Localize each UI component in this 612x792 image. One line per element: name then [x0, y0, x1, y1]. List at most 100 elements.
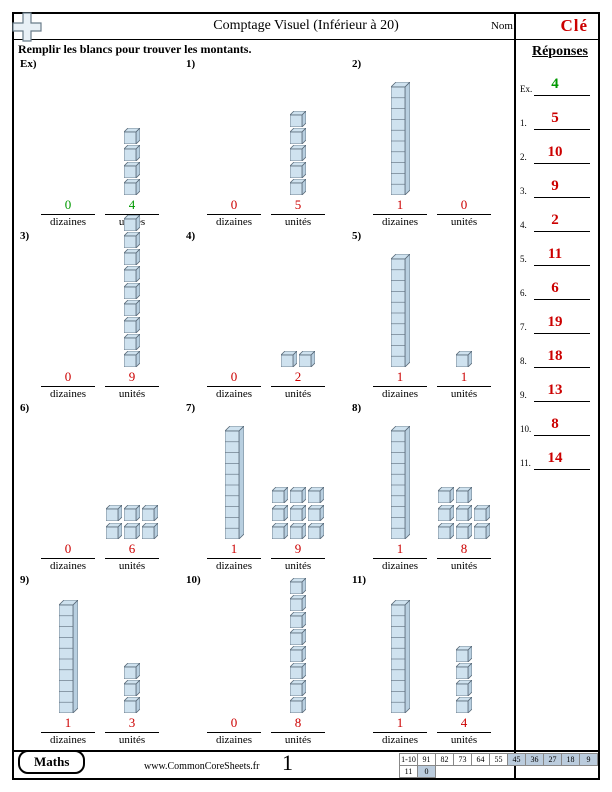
col-underline — [373, 386, 427, 387]
problem-label: 2) — [352, 58, 361, 70]
col-underline — [271, 386, 325, 387]
score-cell: 9 — [580, 754, 598, 766]
unit-cube-icon — [124, 128, 140, 144]
unit-cube-icon — [438, 487, 454, 503]
units-value: 4 — [437, 715, 491, 731]
answer-underline — [534, 435, 590, 436]
col-underline — [373, 558, 427, 559]
answer-underline — [534, 333, 590, 334]
problem-label: 7) — [186, 402, 195, 414]
tens-value: 1 — [373, 369, 427, 385]
tens-column: 1 dizaines — [373, 75, 427, 228]
units-visual — [437, 75, 491, 195]
problem-label: Ex) — [20, 58, 37, 70]
answer-underline — [534, 367, 590, 368]
tens-visual — [373, 75, 427, 195]
answer-value: 13 — [534, 382, 576, 399]
tens-column: 1 dizaines — [373, 591, 427, 746]
header: Comptage Visuel (Inférieur à 20) Nom: Cl… — [14, 14, 598, 40]
answer-number: 4. — [520, 220, 527, 230]
unit-cube-icon — [299, 351, 315, 367]
tens-value: 0 — [41, 197, 95, 213]
answer-number: 11. — [520, 458, 531, 468]
answer-underline — [534, 299, 590, 300]
unit-cube-icon — [308, 505, 324, 521]
answer-underline — [534, 197, 590, 198]
units-label: unités — [105, 560, 159, 572]
col-underline — [207, 386, 261, 387]
problem-body: 0 dizaines — [20, 247, 180, 400]
answer-underline — [534, 231, 590, 232]
tens-column: 1 dizaines — [373, 419, 427, 572]
units-column: 4 unités — [105, 75, 159, 228]
unit-stack — [290, 111, 306, 195]
unit-cube-icon — [290, 612, 306, 628]
unit-cube-icon — [124, 680, 140, 696]
unit-cube-icon — [290, 523, 306, 539]
unit-cube-icon — [456, 351, 472, 367]
answer-number: Ex. — [520, 84, 532, 94]
tens-visual — [41, 419, 95, 539]
answer-number: 6. — [520, 288, 527, 298]
instructions: Remplir les blancs pour trouver les mont… — [18, 42, 251, 57]
unit-cube-icon — [290, 505, 306, 521]
units-visual — [271, 419, 325, 539]
answer-underline — [534, 265, 590, 266]
units-value: 9 — [271, 541, 325, 557]
unit-cube-icon — [290, 162, 306, 178]
answer-number: 8. — [520, 356, 527, 366]
score-table: 1-109182736455453627189110 — [399, 753, 598, 778]
worksheet-title: Comptage Visuel (Inférieur à 20) — [213, 18, 399, 34]
col-underline — [207, 732, 261, 733]
problem-label: 3) — [20, 230, 29, 242]
score-grid: 1-109182736455453627189110 — [399, 753, 598, 778]
unit-grid — [106, 505, 158, 539]
col-underline — [105, 558, 159, 559]
answer-number: 7. — [520, 322, 527, 332]
tens-value: 0 — [207, 197, 261, 213]
unit-cube-icon — [142, 505, 158, 521]
units-visual — [105, 419, 159, 539]
unit-cube-icon — [124, 334, 140, 350]
tens-value: 0 — [207, 369, 261, 385]
col-underline — [207, 214, 261, 215]
tens-label: dizaines — [373, 734, 427, 746]
answer-value: 8 — [534, 416, 576, 433]
answer-underline — [534, 129, 590, 130]
tens-column: 0 dizaines — [41, 419, 95, 572]
tens-value: 0 — [41, 541, 95, 557]
unit-cube-icon — [456, 487, 472, 503]
col-underline — [437, 386, 491, 387]
score-cell: 18 — [562, 754, 580, 766]
problem: 1) 0 dizaines — [186, 58, 346, 228]
unit-cube-icon — [290, 128, 306, 144]
col-underline — [373, 732, 427, 733]
tens-column: 1 dizaines — [207, 419, 261, 572]
tens-label: dizaines — [207, 560, 261, 572]
units-visual — [437, 419, 491, 539]
unit-cube-icon — [290, 487, 306, 503]
unit-cube-icon — [290, 663, 306, 679]
unit-cube-icon — [272, 487, 288, 503]
tens-label: dizaines — [41, 560, 95, 572]
unit-row — [106, 505, 158, 521]
tens-rod-icon — [59, 600, 78, 713]
units-value: 6 — [105, 541, 159, 557]
answer-value: 18 — [534, 348, 576, 365]
tens-visual — [41, 75, 95, 195]
answer-number: 3. — [520, 186, 527, 196]
tens-rod-icon — [391, 82, 410, 195]
answer-value: 14 — [534, 450, 576, 467]
tens-value: 1 — [207, 541, 261, 557]
problem-body: 0 dizaines 4 unités — [20, 75, 180, 228]
units-label: unités — [437, 216, 491, 228]
score-cell: 0 — [418, 766, 436, 778]
answer-number: 5. — [520, 254, 527, 264]
col-underline — [271, 732, 325, 733]
score-cell: 55 — [490, 754, 508, 766]
problem-body: 1 dizaines 1 unités — [352, 247, 512, 400]
col-underline — [41, 558, 95, 559]
unit-cube-icon — [281, 351, 297, 367]
unit-cube-icon — [272, 523, 288, 539]
answer-underline — [534, 95, 590, 96]
